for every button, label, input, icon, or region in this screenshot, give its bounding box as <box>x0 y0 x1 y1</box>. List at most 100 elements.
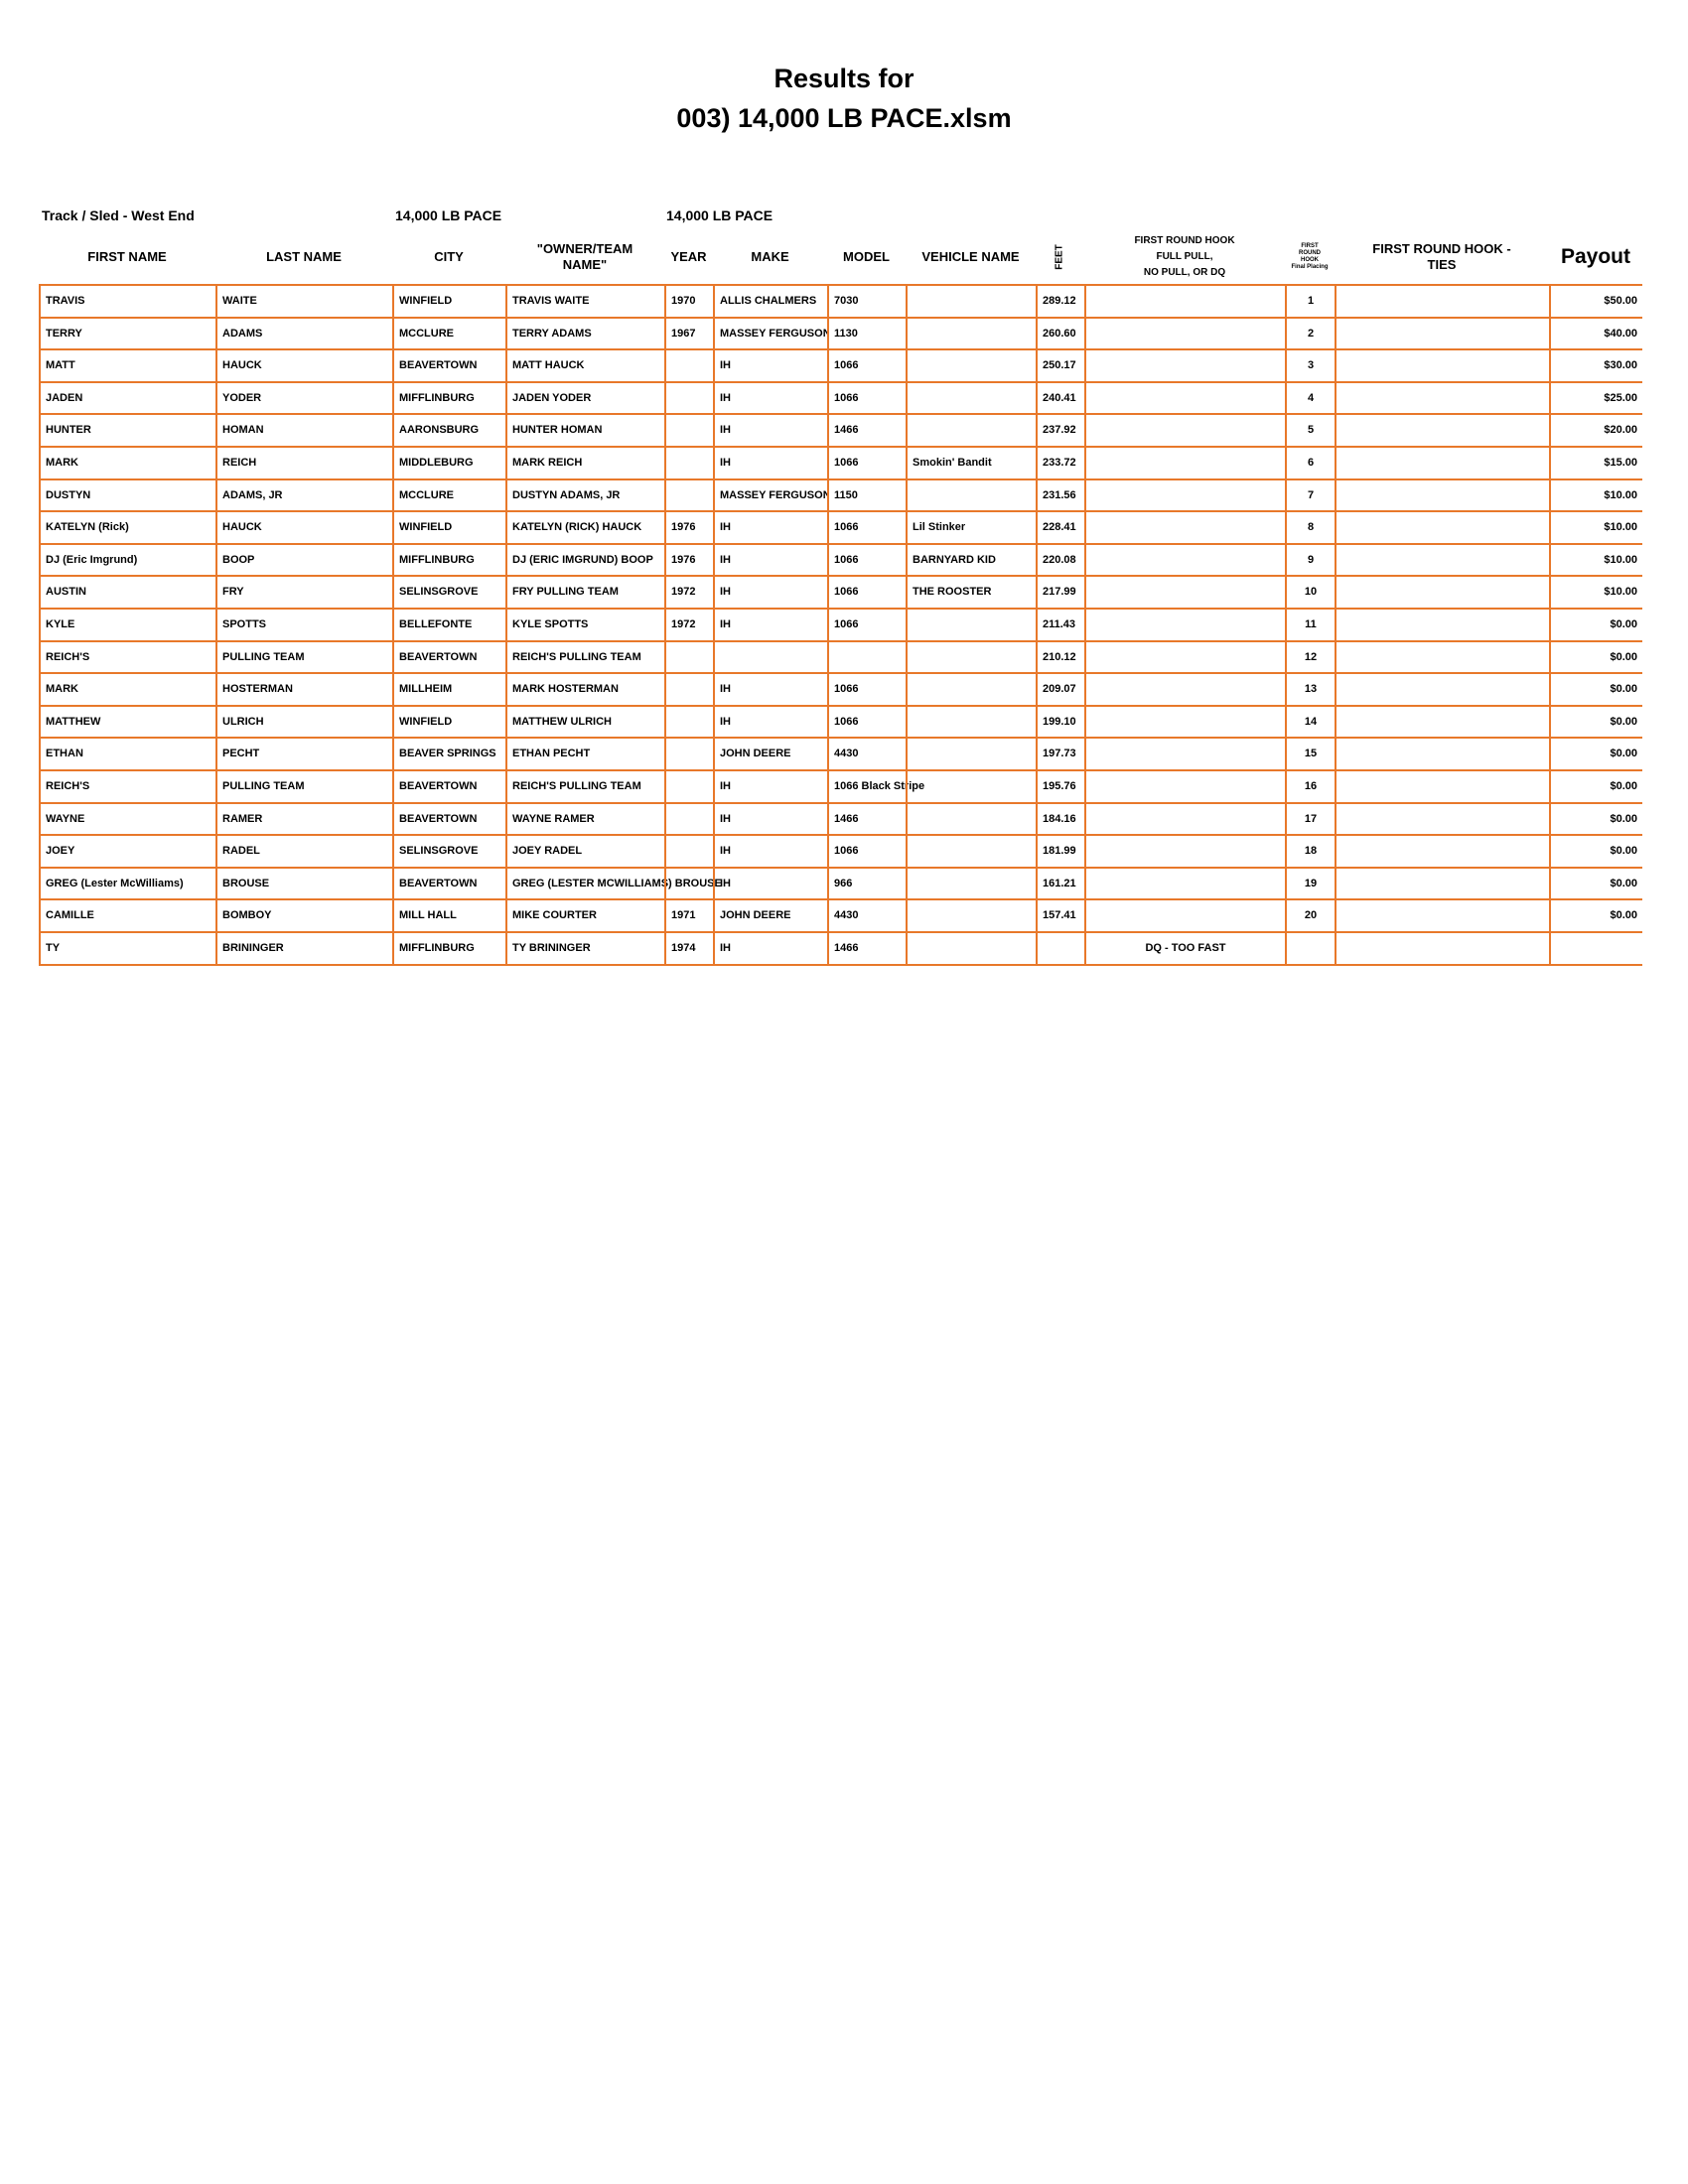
table-cell: 14 <box>1285 704 1335 738</box>
table-cell: HOMAN <box>215 413 392 446</box>
table-cell: 1974 <box>664 931 713 964</box>
table-cell: 1150 <box>827 478 906 511</box>
table-cell: 966 <box>827 866 906 899</box>
table-cell: WINFIELD <box>392 704 505 738</box>
table-cell: WAYNE RAMER <box>505 801 664 835</box>
table-cell: 7030 <box>827 284 906 317</box>
table-cell: MATTHEW <box>39 704 215 738</box>
table-cell <box>1084 608 1285 640</box>
table-cell: BOMBOY <box>215 898 392 931</box>
table-cell <box>1335 639 1549 673</box>
table-cell: $20.00 <box>1549 413 1642 446</box>
table-cell <box>1335 866 1549 899</box>
table-cell: 228.41 <box>1036 510 1084 543</box>
table-cell: MIDDLEBURG <box>392 446 505 478</box>
table-cell: BARNYARD KID <box>906 542 1036 576</box>
table-cell: $10.00 <box>1549 510 1642 543</box>
table-cell: 1976 <box>664 510 713 543</box>
table-cell: 1066 <box>827 446 906 478</box>
table-cell: $0.00 <box>1549 608 1642 640</box>
table-cell: SELINSGROVE <box>392 575 505 608</box>
table-cell <box>1335 704 1549 738</box>
table-cell: PULLING TEAM <box>215 769 392 802</box>
table-cell <box>906 672 1036 705</box>
table-cell: GREG (Lester McWilliams) <box>39 866 215 899</box>
class-label: 14,000 LB PACE <box>395 207 502 223</box>
table-cell: DQ - TOO FAST <box>1084 931 1285 964</box>
table-cell <box>906 866 1036 899</box>
table-cell: 20 <box>1285 898 1335 931</box>
column-header: CITY <box>434 249 464 264</box>
table-cell: HAUCK <box>215 510 392 543</box>
table-cell: 18 <box>1285 834 1335 867</box>
table-cell: JOHN DEERE <box>713 737 827 769</box>
table-cell <box>664 737 713 769</box>
table-border <box>39 963 1642 966</box>
track-label: Track / Sled - West End <box>42 207 195 223</box>
table-cell: ETHAN PECHT <box>505 737 664 769</box>
table-cell: 6 <box>1285 446 1335 478</box>
table-cell: 4430 <box>827 737 906 769</box>
table-cell: MILLHEIM <box>392 672 505 705</box>
table-cell: $10.00 <box>1549 542 1642 576</box>
column-header: Payout <box>1560 245 1630 268</box>
column-header: "OWNER/TEAM NAME" <box>536 241 633 272</box>
table-cell <box>1084 769 1285 802</box>
table-cell <box>1084 898 1285 931</box>
table-cell: JOEY <box>39 834 215 867</box>
table-cell: 8 <box>1285 510 1335 543</box>
table-cell: REICH'S <box>39 639 215 673</box>
table-cell: JADEN YODER <box>505 380 664 414</box>
table-cell: AUSTIN <box>39 575 215 608</box>
table-cell: HUNTER <box>39 413 215 446</box>
table-cell <box>906 478 1036 511</box>
table-cell: TRAVIS WAITE <box>505 284 664 317</box>
table-cell <box>906 316 1036 349</box>
table-cell: ALLIS CHALMERS <box>713 284 827 317</box>
table-cell <box>906 380 1036 414</box>
table-cell <box>1335 672 1549 705</box>
table-cell: IH <box>713 931 827 964</box>
table-cell: CAMILLE <box>39 898 215 931</box>
table-cell: 161.21 <box>1036 866 1084 899</box>
table-cell: JADEN <box>39 380 215 414</box>
table-cell: 1976 <box>664 542 713 576</box>
table-cell: THE ROOSTER <box>906 575 1036 608</box>
table-cell: 211.43 <box>1036 608 1084 640</box>
table-cell: MATT HAUCK <box>505 348 664 381</box>
table-cell: ADAMS, JR <box>215 478 392 511</box>
table-cell: $0.00 <box>1549 801 1642 835</box>
subtitle: 003) 14,000 LB PACE.xlsm <box>676 103 1012 133</box>
table-cell: IH <box>713 769 827 802</box>
table-cell: 1972 <box>664 575 713 608</box>
table-cell: BRININGER <box>215 931 392 964</box>
table-cell <box>1335 413 1549 446</box>
table-cell: 2 <box>1285 316 1335 349</box>
table-cell: TERRY <box>39 316 215 349</box>
table-cell <box>664 769 713 802</box>
table-cell: MARK <box>39 672 215 705</box>
table-cell: 157.41 <box>1036 898 1084 931</box>
table-cell: 1066 <box>827 704 906 738</box>
table-cell: 4 <box>1285 380 1335 414</box>
table-cell: 9 <box>1285 542 1335 576</box>
table-cell: $25.00 <box>1549 380 1642 414</box>
table-cell <box>1084 380 1285 414</box>
table-cell: PECHT <box>215 737 392 769</box>
table-cell: 197.73 <box>1036 737 1084 769</box>
table-cell <box>906 737 1036 769</box>
table-cell: MARK HOSTERMAN <box>505 672 664 705</box>
table-cell: $0.00 <box>1549 737 1642 769</box>
table-cell: IH <box>713 801 827 835</box>
table-cell: 1066 <box>827 510 906 543</box>
table-cell: MASSEY FERGUSON <box>713 316 827 349</box>
table-cell <box>1335 801 1549 835</box>
table-cell: $10.00 <box>1549 478 1642 511</box>
table-cell: Lil Stinker <box>906 510 1036 543</box>
table-cell: $0.00 <box>1549 769 1642 802</box>
table-cell: MIKE COURTER <box>505 898 664 931</box>
table-cell: TRAVIS <box>39 284 215 317</box>
table-cell: 3 <box>1285 348 1335 381</box>
table-cell: 233.72 <box>1036 446 1084 478</box>
table-cell: IH <box>713 866 827 899</box>
